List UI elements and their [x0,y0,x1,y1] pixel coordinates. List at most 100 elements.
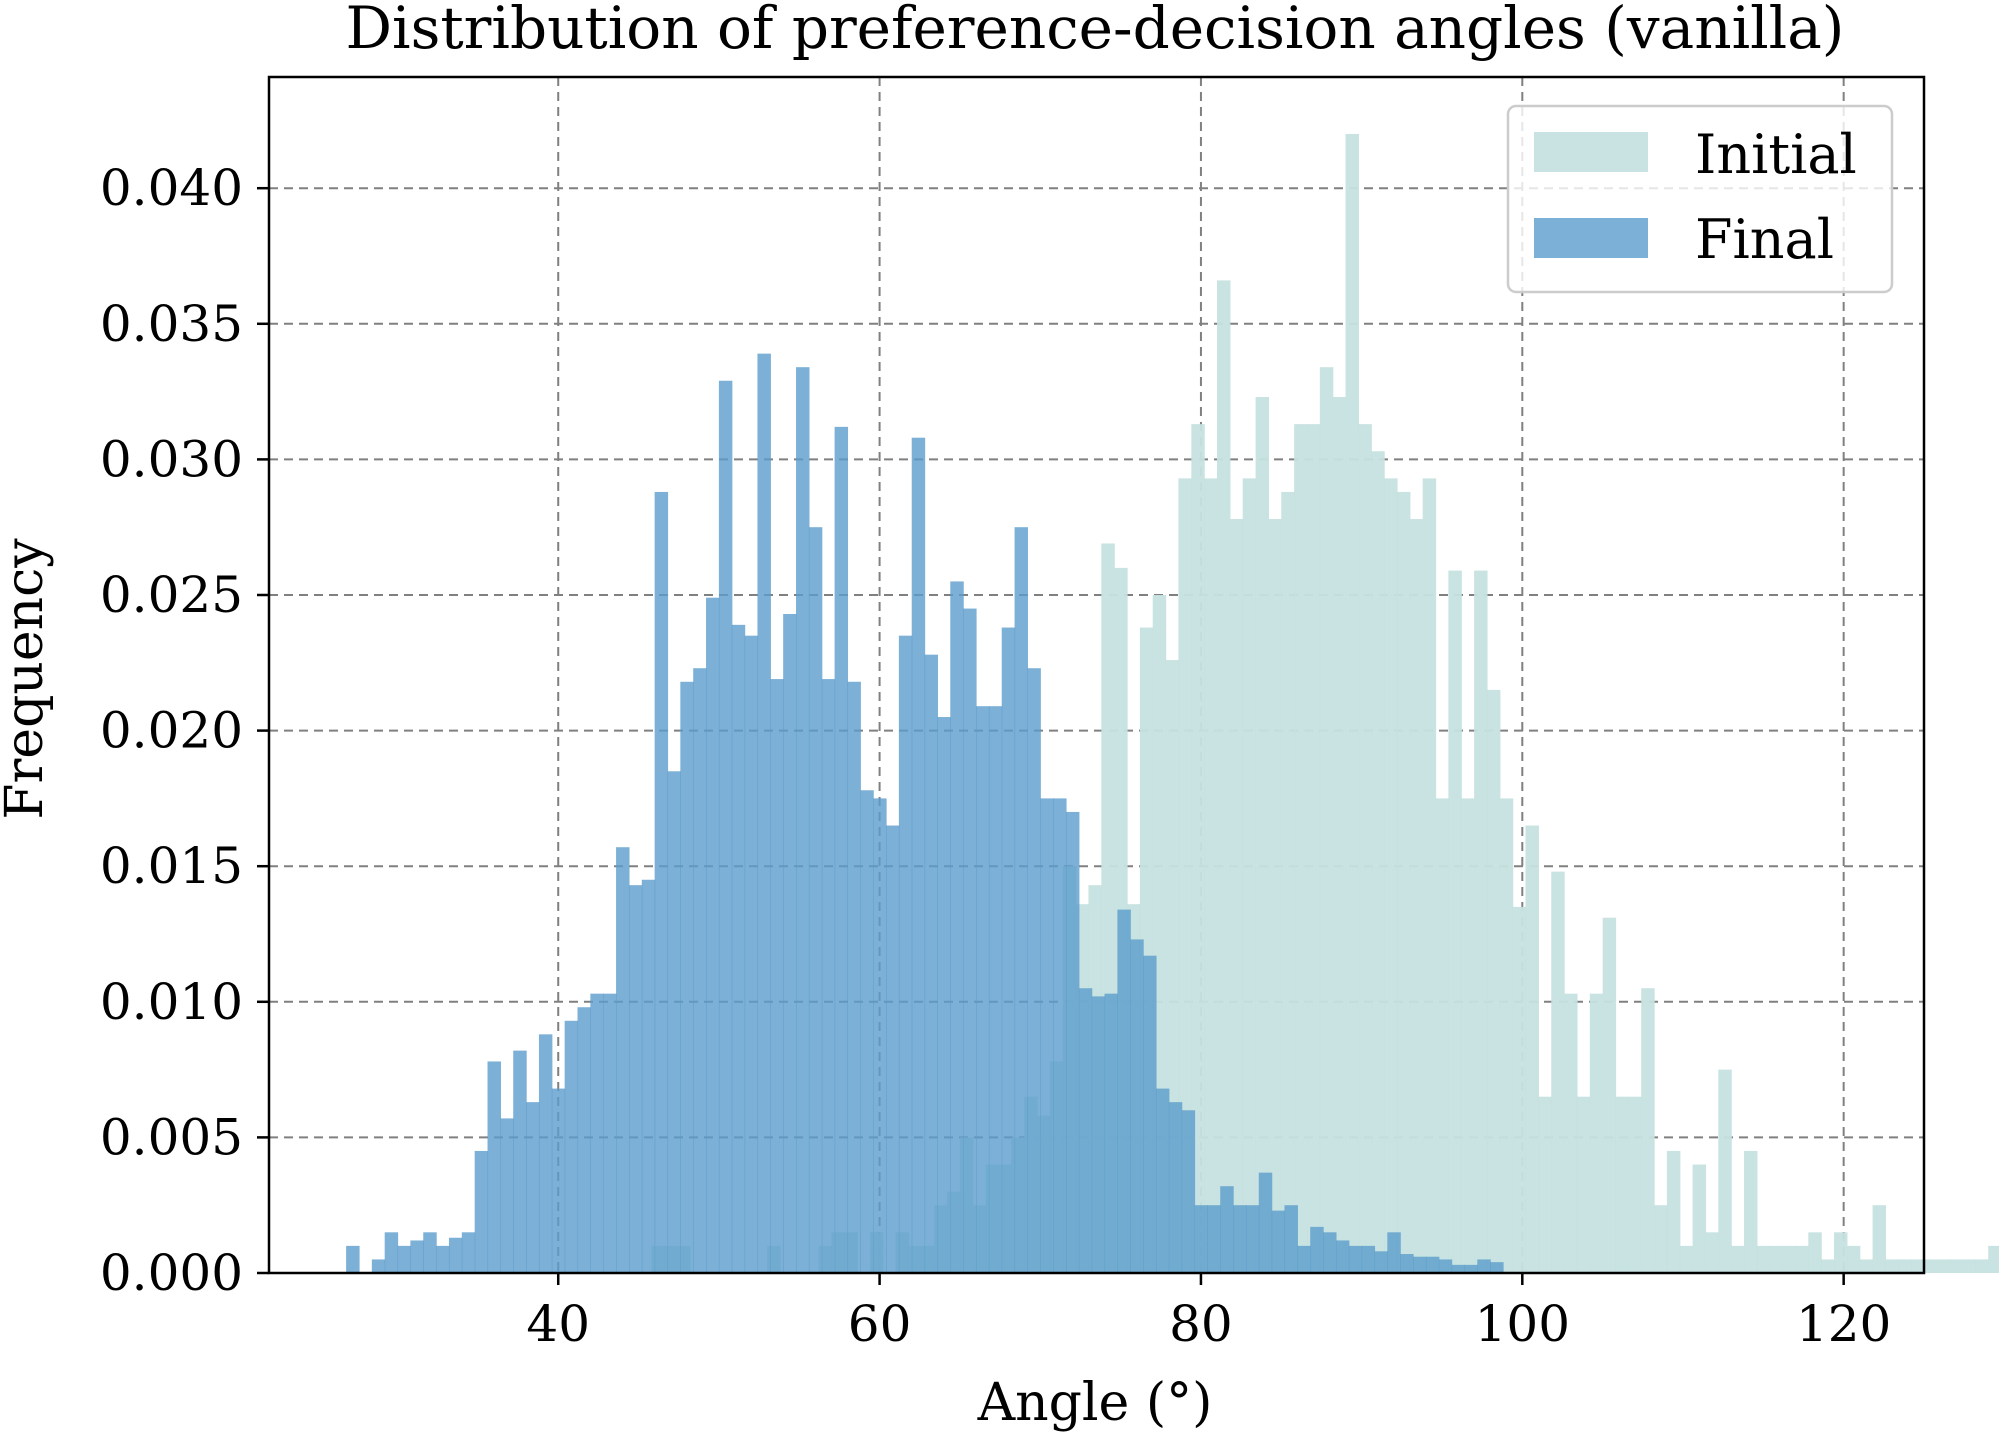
bar-initial [1422,478,1437,1274]
bar-final [963,608,977,1273]
bar-final [1490,1262,1504,1273]
bar-final [911,437,926,1273]
bar-initial [1217,280,1231,1273]
bar-initial [1306,424,1321,1274]
bar-final [1464,1264,1478,1273]
bar-final [346,1245,360,1273]
bar-initial [1641,988,1655,1273]
bar-final [461,1232,476,1273]
bar-initial [1242,478,1257,1274]
bar-initial [1782,1245,1797,1273]
bar-final [1323,1232,1337,1273]
bar-final [1271,1210,1286,1273]
x-tick-label: 80 [1169,1295,1233,1353]
bar-final [860,790,874,1273]
bar-initial [1731,1245,1745,1273]
bar-initial [1448,570,1462,1273]
bar-final [898,635,913,1273]
bar-final [757,353,771,1273]
bar-final [1181,1110,1196,1273]
bar-final [1091,996,1106,1273]
bar-initial [1576,1096,1591,1273]
bar-final [1155,1088,1170,1273]
bar-initial [1898,1259,1912,1273]
bar-initial [1589,993,1604,1273]
bar-final [770,679,784,1273]
bar-final [988,706,1003,1273]
bar-initial [1358,424,1372,1274]
bar-initial [1371,451,1385,1273]
bar-initial [1191,424,1205,1274]
bar-initial [1769,1245,1784,1273]
series-final-bars [346,353,1504,1274]
bar-final [1335,1240,1350,1273]
bar-final [564,1020,579,1273]
bar-initial [1628,1096,1642,1273]
y-tick-label: 0.020 [100,702,243,760]
bar-final [628,885,643,1273]
bar-initial [1859,1259,1874,1273]
x-tick-label: 120 [1796,1295,1891,1353]
bar-final [1027,668,1041,1273]
bar-initial [1988,1245,1999,1273]
bar-final [577,1007,591,1273]
bar-initial [1384,478,1398,1274]
bar-initial [1679,1245,1694,1273]
bar-final [821,679,836,1273]
bar-final [1438,1259,1453,1273]
x-tick-label: 60 [848,1295,912,1353]
bar-initial [1486,689,1501,1273]
bar-final [1194,1205,1208,1273]
bar-initial [1872,1205,1887,1273]
bar-final [513,1050,527,1273]
bar-final [654,491,669,1273]
bar-initial [1936,1259,1951,1273]
plot-frame [267,75,1926,1275]
bar-initial [1795,1245,1809,1273]
bar-initial [1666,1150,1681,1273]
bar-final [1400,1254,1414,1273]
bar-initial [1525,825,1539,1273]
bar-initial [1705,1232,1719,1273]
bar-initial [1962,1259,1977,1273]
bar-final [873,798,887,1273]
bar-initial [1538,1096,1552,1273]
bar-final [680,681,694,1273]
bar-final [436,1245,450,1273]
bar-final [397,1245,411,1273]
bar-initial [1474,570,1488,1273]
bar-initial [1512,906,1527,1273]
y-axis-label: Frequency [0,538,55,820]
bar-final [1014,527,1029,1273]
y-tick-label: 0.035 [100,295,243,353]
bar-initial [1564,993,1578,1273]
bar-final [1053,798,1067,1273]
bar-initial [1846,1245,1861,1273]
bar-final [744,635,759,1273]
bar-initial [1911,1259,1925,1273]
bar-final [834,426,849,1273]
bar-initial [1885,1259,1899,1273]
bar-final [886,825,900,1273]
chart-title: Distribution of preference-decision angl… [346,0,1845,62]
bar-initial [1409,519,1424,1273]
bar-final [783,613,797,1273]
bar-final [1425,1256,1440,1273]
bar-final [1220,1186,1234,1273]
x-axis-label: Angle (°) [977,1373,1213,1433]
bar-final [1065,811,1080,1273]
bar-final [1284,1205,1298,1273]
bar-final [448,1237,463,1273]
bar-final [538,1034,553,1273]
bar-initial [1821,1259,1835,1273]
bar-initial [1435,798,1449,1273]
bar-initial [1461,798,1475,1273]
bar-final [1117,909,1131,1273]
bar-initial [1834,1232,1848,1273]
bar-final [731,624,746,1273]
bar-initial [1204,478,1218,1274]
legend-swatch-final [1534,218,1648,258]
legend-label-final: Final [1695,208,1834,271]
bar-final [641,879,656,1273]
